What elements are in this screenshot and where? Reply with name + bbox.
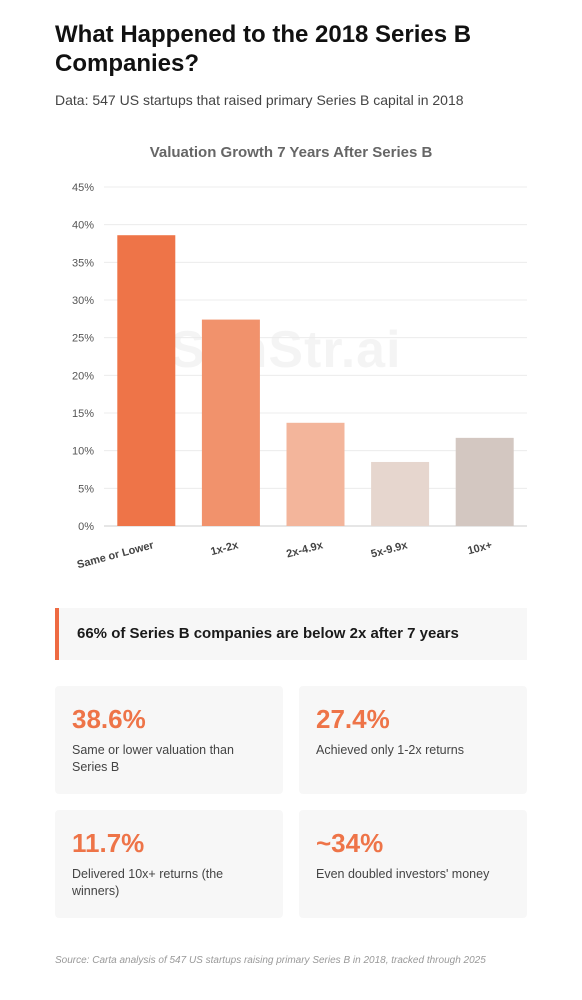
bar [371, 461, 430, 526]
bar-chart: 0% 5% 10% 15% 20% 25% 30% 35% 40% 45% Same or Lowe… [72, 182, 527, 571]
bar [117, 235, 176, 527]
page-title: What Happened to the 2018 Series B Compa… [55, 21, 472, 77]
x-tick-label: 1x-2x [209, 539, 240, 558]
y-tick-label: 35% [72, 257, 94, 269]
bar [455, 437, 514, 526]
callout-text: 66% of Series B companies are below 2x a… [77, 625, 459, 642]
y-tick-label: 25% [72, 333, 94, 345]
stat-label: Delivered 10x+ returns (the winners) [72, 867, 224, 898]
stat-card-doubled: ~34% Even doubled investors' money [299, 810, 527, 918]
x-tick-label: Same or Lower [76, 539, 156, 571]
stat-label: Achieved only 1-2x returns [316, 743, 464, 757]
x-tick-label: 5x-9.9x [370, 539, 410, 560]
stat-label: Same or lower valuation than Series B [72, 743, 234, 774]
y-tick-label: 5% [78, 483, 94, 495]
source-note: Source: Carta analysis of 547 US startup… [55, 955, 486, 966]
bar [201, 319, 260, 526]
stat-value: 27.4% [316, 704, 390, 734]
y-tick-label: 40% [72, 220, 94, 232]
y-tick-label: 0% [78, 521, 94, 533]
chart-title: Valuation Growth 7 Years After Series B [149, 144, 433, 161]
y-tick-label: 30% [72, 295, 94, 307]
stat-label: Even doubled investors' money [316, 867, 490, 881]
x-tick-label: 2x-4.9x [285, 539, 325, 560]
stat-card-same-or-lower: 38.6% Same or lower valuation than Serie… [55, 686, 283, 794]
y-tick-label: 10% [72, 446, 94, 458]
y-tick-label: 20% [72, 370, 94, 382]
stat-value: 11.7% [72, 828, 145, 858]
y-tick-label: 45% [72, 182, 94, 194]
bar [286, 422, 345, 526]
key-finding-callout: 66% of Series B companies are below 2x a… [55, 608, 527, 660]
y-tick-label: 15% [72, 408, 94, 420]
stat-card-10x-plus: 11.7% Delivered 10x+ returns (the winner… [55, 810, 283, 918]
stat-card-1x-2x: 27.4% Achieved only 1-2x returns [299, 686, 527, 794]
page-subtitle: Data: 547 US startups that raised primar… [55, 92, 464, 108]
stat-value: ~34% [316, 828, 384, 858]
stat-value: 38.6% [72, 704, 146, 734]
x-tick-label: 10x+ [466, 539, 493, 557]
